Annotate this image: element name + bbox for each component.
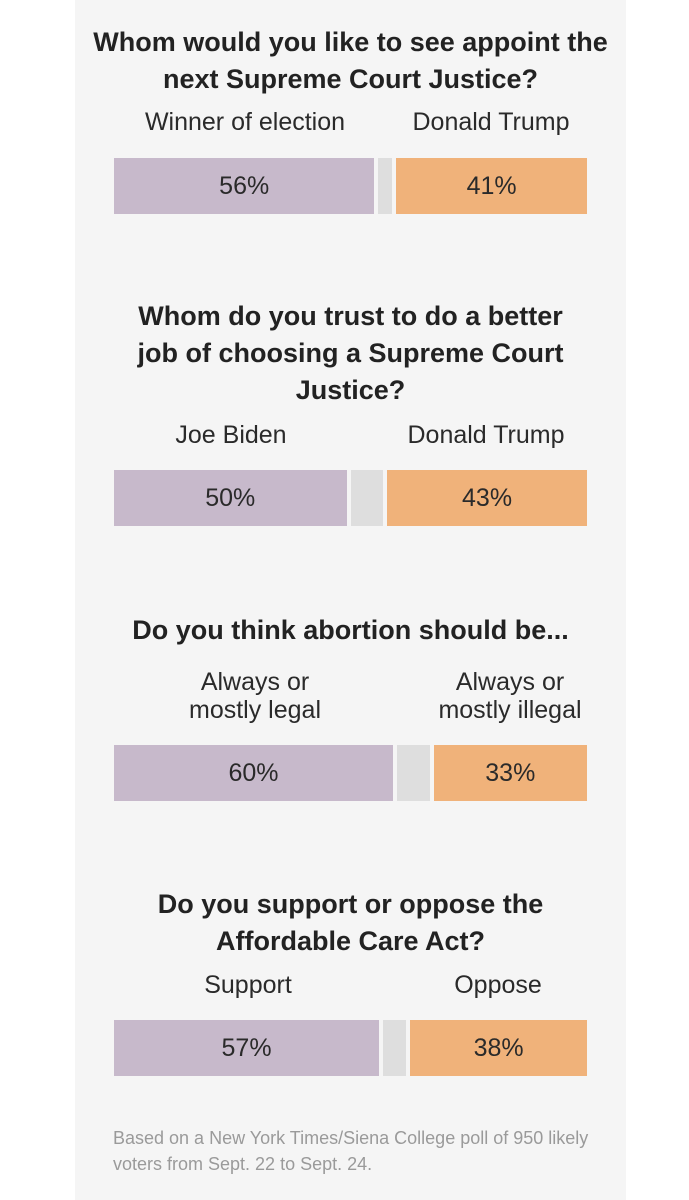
question-4-right-label: Oppose (454, 971, 542, 999)
question-3-right-bar (433, 745, 587, 801)
question-2-left-value: 50% (205, 484, 256, 512)
question-1-title: Whom would you like to see appoint the n… (93, 27, 608, 94)
question-2-undecided-bar (350, 470, 383, 526)
question-1-left-value: 56% (219, 172, 270, 200)
question-1-left-bar (114, 158, 375, 214)
question-3-undecided-bar (397, 745, 430, 801)
question-3-left-label: Always or mostly legal (189, 668, 321, 724)
question-2-left-label: Joe Biden (175, 421, 287, 449)
question-2-left-bar (114, 470, 347, 526)
question-4-left-bar (114, 1020, 380, 1076)
question-1-undecided-bar (378, 158, 393, 214)
question-3-left-bar (114, 745, 393, 801)
question-2-right-label: Donald Trump (407, 421, 565, 449)
question-3-right-value: 33% (485, 759, 536, 787)
question-1-right-value: 41% (466, 172, 517, 200)
question-4-right-value: 38% (473, 1034, 524, 1062)
question-1-left-label: Winner of election (144, 108, 346, 136)
question-4-right-bar (410, 1020, 587, 1076)
question-1-right-bar (396, 158, 587, 214)
question-2-right-bar (387, 470, 587, 526)
question-4-left-label: Support (204, 971, 292, 999)
question-3-right-label: Always or mostly illegal (438, 668, 582, 724)
footnote: Based on a New York Times/Siena College … (113, 1128, 589, 1174)
question-4-title: Do you support or oppose the Affordable … (157, 889, 544, 956)
poll-chart-panel: Whom would you like to see appoint the n… (75, 0, 626, 1200)
question-2-right-value: 43% (462, 484, 513, 512)
question-4-left-value: 57% (221, 1034, 272, 1062)
question-3-left-value: 60% (228, 759, 279, 787)
question-1-right-label: Donald Trump (412, 108, 570, 136)
question-3-title: Do you think abortion should be... (132, 615, 569, 645)
question-2-title: Whom do you trust to do a better job of … (137, 301, 564, 405)
question-4-undecided-bar (383, 1020, 407, 1076)
